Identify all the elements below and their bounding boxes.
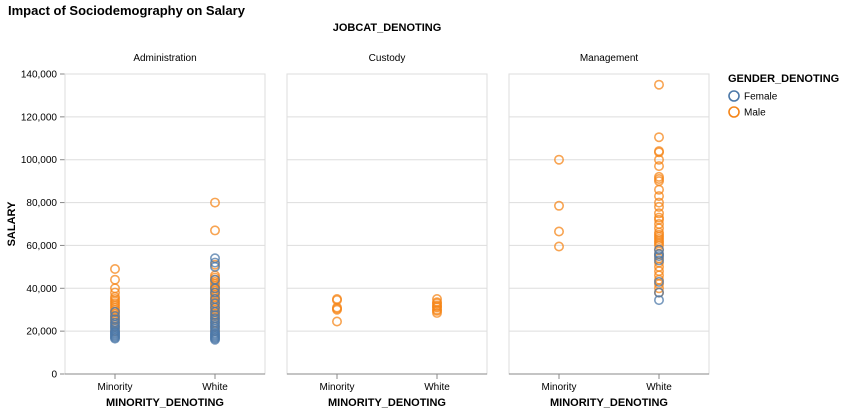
data-point-male [110, 263, 121, 274]
x-axis-title: MINORITY_DENOTING [106, 397, 224, 409]
data-point-female [210, 287, 221, 298]
data-point-male [653, 208, 664, 219]
legend-label: Female [744, 92, 778, 103]
x-tick-label: White [202, 382, 228, 393]
data-point-male [210, 197, 221, 208]
x-tick-label: Minority [319, 382, 354, 393]
facet-panel-custody: Custody Minority White MINORITY_DENOTING [286, 53, 488, 409]
data-point-male [110, 287, 121, 298]
y-tick-label: 100,000 [21, 155, 58, 166]
data-point-female [210, 253, 221, 264]
data-point-female [210, 310, 221, 321]
legend: GENDER_DENOTING Female Male [728, 73, 839, 119]
data-point-male [210, 225, 221, 236]
data-point-male [653, 201, 664, 212]
y-axis-title: SALARY [6, 201, 18, 246]
data-point-female [210, 293, 221, 304]
data-point-female [110, 317, 121, 328]
data-point-male [431, 297, 442, 308]
data-point-female [653, 287, 664, 298]
facet-label: Custody [369, 53, 406, 64]
data-point-female [653, 249, 664, 260]
data-point-female [653, 255, 664, 266]
data-point-male [653, 132, 664, 143]
data-point-male [653, 191, 664, 202]
x-tick-label: White [646, 382, 672, 393]
data-point-male [553, 226, 564, 237]
data-point-male [110, 274, 121, 285]
data-point-female [110, 311, 121, 322]
y-tick-label: 60,000 [26, 241, 57, 252]
x-tick-label: Minority [97, 382, 132, 393]
data-point-male [653, 171, 664, 182]
data-point-male [653, 197, 664, 208]
data-point-male [553, 241, 564, 252]
x-tick-label: White [424, 382, 450, 393]
panel-frame [286, 73, 488, 375]
data-point-male [553, 200, 564, 211]
facet-panels: Administration Minority White MINORITY_DENO… [64, 53, 710, 409]
data-point-male [653, 219, 664, 230]
y-tick-label: 80,000 [26, 198, 57, 209]
legend-title: GENDER_DENOTING [728, 73, 839, 85]
data-point-male [431, 293, 442, 304]
legend-symbol-female [728, 90, 740, 102]
x-tick-label: Minority [541, 382, 576, 393]
y-tick-label: 40,000 [26, 284, 57, 295]
data-point-male [331, 293, 342, 304]
facet-label: Administration [133, 53, 196, 64]
data-point-male [653, 212, 664, 223]
facet-panel-administration: Administration Minority White MINORITY_DENO… [64, 53, 266, 409]
facet-label: Management [580, 53, 639, 64]
data-point-female [653, 276, 664, 287]
y-tick-label: 0 [51, 370, 57, 381]
data-point-female [210, 313, 221, 324]
y-tick-label: 120,000 [21, 112, 58, 123]
legend-symbol-male [728, 106, 740, 118]
facet-panel-management: Management Minority White MINORITY_DENOTING [508, 53, 710, 409]
y-axis: 0 20,000 40,000 60,000 80,000 100,000 120,000 1… [21, 70, 66, 381]
data-point-female [210, 274, 221, 285]
x-axis-title: MINORITY_DENOTING [328, 397, 446, 409]
data-point-male [331, 316, 342, 327]
data-point-male [653, 146, 664, 157]
data-point-male [553, 154, 564, 165]
panel-frame [508, 73, 710, 375]
legend-label: Male [744, 108, 766, 119]
data-point-male [653, 161, 664, 172]
y-tick-label: 20,000 [26, 327, 57, 338]
x-axis-title: MINORITY_DENOTING [550, 397, 668, 409]
data-point-female [653, 295, 664, 306]
facet-header-title: JOBCAT_DENOTING [333, 22, 442, 34]
data-point-female [110, 314, 121, 325]
data-point-female [210, 257, 221, 268]
panel-frame [64, 73, 266, 375]
chart-title: Impact of Sociodemography on Salary [8, 3, 246, 18]
y-tick-label: 140,000 [21, 70, 58, 81]
data-point-female [653, 244, 664, 255]
data-point-female [210, 298, 221, 309]
data-point-female [110, 306, 121, 317]
data-point-male [653, 79, 664, 90]
